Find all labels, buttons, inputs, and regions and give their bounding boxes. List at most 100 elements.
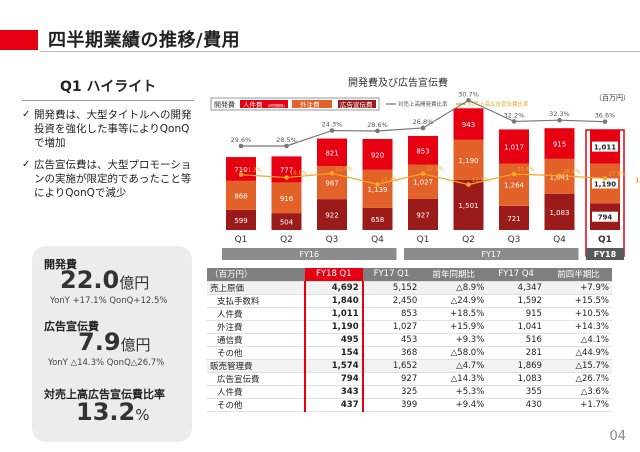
page-number: 04	[609, 429, 626, 444]
kpi-ad-value: 7.9億円	[78, 328, 151, 356]
table-cell: 1,592	[487, 294, 545, 308]
legend-note-personnel: (研究開発)	[268, 103, 285, 108]
bar-value-label: 987	[325, 180, 338, 188]
table-cell: +15.9%	[420, 320, 488, 334]
table-header-cell: 前四半期比	[544, 268, 612, 282]
table-cell: △3.6%	[544, 385, 612, 399]
kpi-ad-label: 広告宣伝費	[44, 320, 99, 333]
chart-title: 開発費及び広告宣伝費	[348, 76, 448, 89]
ad-ratio-label: 12.4%	[381, 177, 398, 183]
kpi-ratio-unit: %	[135, 406, 150, 424]
title-accent-bar	[0, 30, 38, 50]
dev-ratio-label: 26.8%	[413, 118, 434, 126]
bar-value-label: 1,264	[504, 182, 525, 190]
dev-ratio-point	[375, 128, 380, 134]
table-header-cell: FY17 Q1	[362, 268, 421, 282]
ad-ratio-label: 20.2%	[563, 169, 580, 175]
dev-ratio-point	[329, 128, 335, 133]
table-cell: 5,152	[362, 281, 421, 295]
bar-value-label: 1,027	[413, 179, 433, 187]
fiscal-year-band	[222, 248, 397, 260]
bar-value-label: 916	[280, 195, 294, 203]
highlight-bullets: ✓ 開発費は、大型タイトルへの開発投資を強化した事等によりQonQで増加 ✓ 広…	[22, 108, 198, 208]
table-cell: +10.5%	[544, 307, 612, 321]
row-label: 広告宣伝費	[207, 372, 305, 386]
ad-ratio-point	[602, 176, 608, 181]
table-cell: 343	[304, 385, 364, 399]
table-cell: 453	[362, 333, 421, 347]
table-cell: 495	[304, 333, 364, 347]
fiscal-year-band	[586, 248, 624, 260]
table-row: 人件費 343 325 +5.3% 355 △3.6%	[207, 385, 612, 399]
bar-value-label: 710	[234, 166, 247, 174]
bar-segment	[453, 179, 484, 230]
dev-ratio-point	[466, 97, 471, 103]
table-cell: △15.7%	[544, 359, 612, 373]
table-cell: 437	[304, 398, 364, 412]
dev-ratio-point	[238, 143, 244, 149]
table-row: 売上原価 4,692 5,152 △8.9% 4,347 +7.9%	[207, 281, 612, 295]
dev-ratio-point	[284, 143, 289, 149]
table-cell: 4,347	[487, 281, 545, 295]
bar-value-label: 504	[280, 219, 294, 227]
legend-box	[210, 97, 380, 111]
ad-ratio-label: 22.1%	[426, 167, 443, 173]
table-cell: 915	[487, 307, 545, 321]
ad-ratio-label: 21.2%	[244, 168, 261, 174]
table-header-cell: （百万円）	[207, 268, 305, 282]
kpi-dev-number: 22.0	[60, 266, 120, 294]
bar-segment	[408, 135, 438, 165]
table-row: 外注費 1,190 1,027 +15.9% 1,041 +14.3%	[207, 320, 612, 334]
table-cell: 4,692	[304, 281, 364, 295]
legend-label-ad-ratio: 対売上高広告宣伝費比率	[468, 100, 529, 108]
bar-value-label: 658	[371, 216, 384, 224]
ad-ratio-point	[375, 182, 380, 187]
table-cell: 1,869	[487, 359, 545, 373]
bar-segment	[408, 164, 438, 199]
table-cell: 1,041	[487, 320, 545, 334]
ad-ratio-label: 22.4%	[335, 166, 352, 172]
table-cell: 1,027	[362, 320, 421, 334]
bullet-item: ✓ 広告宣伝費は、大型プロモーションの実施が限定的であったこと等によりQonQで…	[22, 158, 198, 200]
table-row: 通信費 495 453 +9.3% 516 △4.1%	[207, 333, 612, 347]
table-row: 人件費 1,011 853 +18.5% 915 +10.5%	[207, 307, 612, 321]
table-cell: 1,190	[304, 320, 364, 334]
bar-value-label: 868	[234, 192, 247, 200]
row-label: 外注費	[207, 320, 305, 334]
bar-value-label: 927	[416, 211, 429, 219]
bar-segment	[271, 213, 302, 230]
table-header-cell: 前年同期比	[420, 268, 488, 282]
dev-ratio-label: 28.5%	[276, 136, 297, 144]
bar-segment	[362, 169, 393, 208]
fiscal-year-label: FY17	[481, 250, 501, 259]
title-underline	[40, 51, 640, 52]
dev-ratio-label: 24.3%	[322, 121, 343, 129]
table-cell: +9.3%	[420, 333, 488, 347]
legend-swatch-personnel	[240, 100, 288, 108]
highlight-divider	[22, 100, 194, 101]
bullet-item: ✓ 開発費は、大型タイトルへの開発投資を強化した事等によりQonQで増加	[22, 108, 198, 150]
table-row: その他 154 368 △58.0% 281 △44.9%	[207, 346, 612, 360]
table-row: 支払手数料 1,840 2,450 △24.9% 1,592 +15.5%	[207, 294, 612, 308]
table-cell: 853	[362, 307, 421, 321]
ad-ratio-point	[466, 182, 471, 187]
bar-value-label: 1,011	[594, 144, 616, 152]
table-cell: 1,652	[362, 359, 421, 373]
table-header-cell: FY17 Q4	[487, 268, 545, 282]
category-label: Q1	[598, 235, 612, 245]
bar-segment	[226, 209, 256, 230]
row-label: 支払手数料	[207, 294, 305, 308]
kpi-dev-unit: 億円	[119, 274, 150, 292]
bar-segment	[499, 205, 529, 230]
bar-segment	[317, 199, 347, 230]
table-cell: 1,840	[304, 294, 364, 308]
row-label: 販売管理費	[207, 359, 305, 373]
cost-chart: 開発費及び広告宣伝費 （百万円） 開発費 人件費 (研究開発) 外注費 広告宣伝費 対売上高開…	[210, 72, 640, 262]
cost-chart-svg: 開発費及び広告宣伝費 （百万円） 開発費 人件費 (研究開発) 外注費 広告宣伝費 対売上高開…	[210, 76, 640, 260]
category-label: Q3	[508, 235, 521, 245]
slide-header: 四半期業績の推移/費用	[0, 26, 640, 52]
dev-ratio-point	[420, 125, 426, 131]
table-cell: △4.1%	[544, 333, 612, 347]
dev-ratio-point	[557, 117, 562, 123]
bar-segment	[408, 198, 438, 230]
